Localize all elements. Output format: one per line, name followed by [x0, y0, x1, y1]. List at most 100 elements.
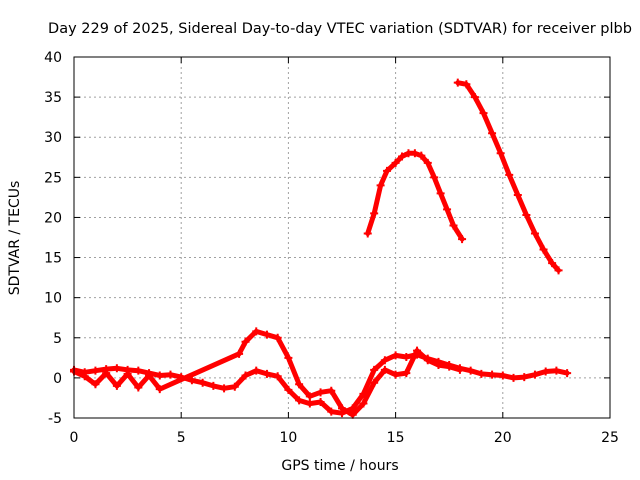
data-point [554, 266, 563, 275]
data-point [436, 189, 445, 198]
x-tick-label: 0 [70, 430, 79, 446]
data-point [230, 382, 239, 391]
x-tick-label: 20 [494, 430, 512, 446]
data-point [453, 78, 462, 87]
series-line [365, 150, 465, 242]
data-point [363, 229, 372, 238]
data-point [509, 373, 518, 382]
chart-title: Day 229 of 2025, Sidereal Day-to-day VTE… [48, 21, 632, 37]
data-point [380, 365, 389, 374]
data-point [145, 371, 154, 380]
data-point [155, 371, 164, 380]
data-point [496, 149, 505, 158]
data-points [70, 78, 572, 419]
data-point [273, 372, 282, 381]
data-point [284, 353, 293, 362]
data-point [359, 399, 368, 408]
data-point [541, 367, 550, 376]
data-point [166, 370, 175, 379]
data-point [445, 362, 454, 371]
data-point [376, 181, 385, 190]
data-point [417, 151, 426, 160]
data-point [262, 330, 271, 339]
data-point [539, 245, 548, 254]
data-point [413, 346, 422, 355]
y-axis-label: SDTVAR / TECUs [7, 181, 23, 296]
data-point [402, 369, 411, 378]
data-point [552, 366, 561, 375]
data-point [548, 259, 557, 268]
x-axis-label: GPS time / hours [281, 458, 398, 474]
data-point [488, 370, 497, 379]
data-point [316, 388, 325, 397]
data-point [391, 351, 400, 360]
data-point [91, 380, 100, 389]
x-tick-label: 25 [601, 430, 619, 446]
series-line [455, 80, 561, 273]
data-point [370, 378, 379, 387]
y-tick-label: 25 [44, 170, 62, 186]
data-point [530, 229, 539, 238]
data-point [505, 170, 514, 179]
data-point [209, 381, 218, 390]
y-tick-label: 10 [44, 291, 62, 307]
data-point [434, 361, 443, 370]
data-point [477, 369, 486, 378]
data-point [410, 149, 419, 158]
data-point [530, 370, 539, 379]
data-point [462, 80, 471, 89]
data-point [370, 209, 379, 218]
data-point [391, 158, 400, 167]
data-point [284, 385, 293, 394]
series-baseline-a [70, 350, 572, 418]
data-point [348, 410, 357, 419]
data-point [112, 364, 121, 373]
data-point [470, 93, 479, 102]
data-point [513, 190, 522, 199]
data-point [123, 369, 132, 378]
y-tick-label: -5 [48, 411, 62, 427]
series-arc-1 [363, 149, 467, 244]
x-tick-label: 15 [387, 430, 405, 446]
data-point [522, 211, 531, 220]
data-point [241, 337, 250, 346]
data-point [295, 396, 304, 405]
data-point [273, 333, 282, 342]
data-point [316, 397, 325, 406]
data-point [112, 381, 121, 390]
data-point [235, 349, 244, 358]
y-tick-label: 5 [53, 331, 62, 347]
data-point [338, 404, 346, 413]
plot-frame [73, 56, 611, 419]
data-point [102, 369, 111, 378]
data-point [423, 158, 432, 167]
data-point [430, 173, 439, 182]
y-tick-label: 0 [53, 371, 62, 387]
y-tick-label: 35 [44, 90, 62, 106]
data-point [134, 383, 143, 392]
data-point [458, 235, 467, 244]
series-baseline-b [70, 327, 464, 419]
data-point [327, 407, 336, 416]
data-point [80, 372, 89, 381]
data-point [295, 380, 304, 389]
data-point [443, 205, 452, 214]
y-tick-label: 40 [44, 50, 62, 66]
data-point [423, 356, 432, 365]
x-tick-label: 10 [279, 430, 297, 446]
data-point [370, 365, 379, 374]
y-tick-label: 15 [44, 251, 62, 267]
data-point [252, 366, 261, 375]
data-point [563, 369, 572, 378]
data-point [520, 373, 529, 382]
data-point [479, 109, 488, 118]
data-point [391, 370, 400, 379]
data-point [327, 386, 336, 395]
data-point [187, 376, 196, 385]
data-point [134, 366, 143, 375]
series-arc-2 [453, 78, 563, 275]
data-point [262, 369, 271, 378]
data-point [241, 371, 250, 380]
data-point [466, 366, 475, 375]
